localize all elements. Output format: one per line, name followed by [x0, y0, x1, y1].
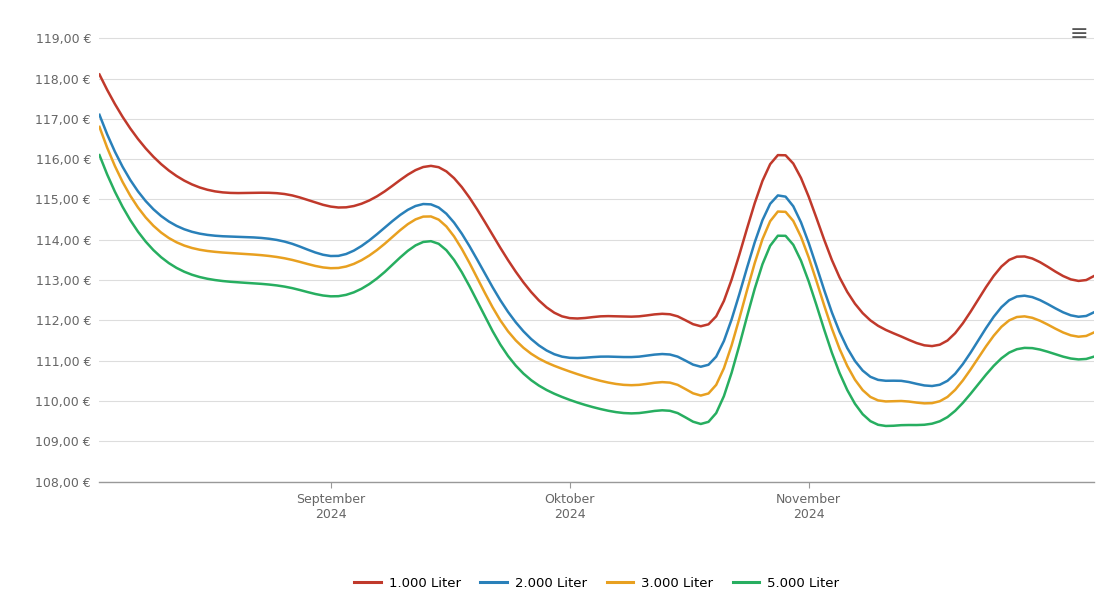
Legend: 1.000 Liter, 2.000 Liter, 3.000 Liter, 5.000 Liter: 1.000 Liter, 2.000 Liter, 3.000 Liter, 5…: [349, 572, 844, 595]
Text: ≡: ≡: [1070, 24, 1088, 44]
